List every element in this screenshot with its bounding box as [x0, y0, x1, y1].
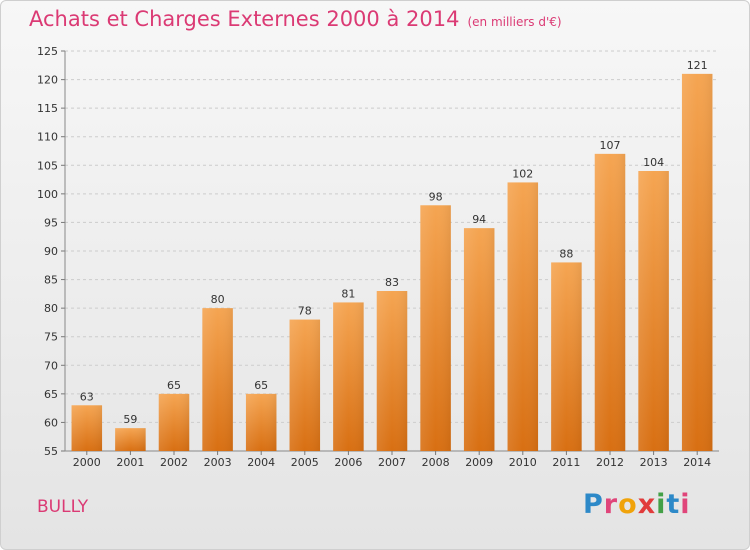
- x-tick-label-2007: 2007: [378, 456, 406, 469]
- bar-2013[interactable]: [638, 171, 669, 451]
- bar-2001[interactable]: [115, 428, 146, 451]
- chart-subtitle: (en milliers d'€): [467, 15, 562, 29]
- bar-2011[interactable]: [551, 262, 582, 451]
- x-tick-label-2008: 2008: [422, 456, 450, 469]
- bar-2009[interactable]: [463, 228, 495, 451]
- x-tick-label-2013: 2013: [640, 456, 668, 469]
- title-row: Achats et Charges Externes 2000 à 2014 (e…: [29, 7, 562, 31]
- bar-2000[interactable]: [71, 405, 103, 451]
- data-label-2000: 63: [80, 390, 94, 403]
- data-label-2006: 81: [341, 287, 355, 300]
- data-label-2001: 59: [123, 413, 137, 426]
- bar-2006[interactable]: [333, 302, 364, 451]
- commune-name: BULLY: [37, 497, 89, 517]
- x-tick-label-2011: 2011: [552, 456, 580, 469]
- y-tick-label: 70: [44, 359, 58, 372]
- data-label-2005: 78: [298, 305, 312, 318]
- data-label-2013: 104: [643, 156, 664, 169]
- y-tick-label: 100: [37, 188, 58, 201]
- y-tick-label: 95: [44, 216, 58, 229]
- bar-layer: [71, 73, 713, 451]
- y-tick-label: 75: [44, 331, 58, 344]
- data-label-2012: 107: [600, 139, 621, 152]
- y-tick-label: 115: [37, 102, 58, 115]
- data-label-2008: 98: [429, 190, 443, 203]
- x-tick-label-2005: 2005: [291, 456, 319, 469]
- x-tick-label-2001: 2001: [116, 456, 144, 469]
- x-tick-label-2002: 2002: [160, 456, 188, 469]
- bar-2003[interactable]: [202, 308, 233, 451]
- data-label-2003: 80: [211, 293, 225, 306]
- y-tick-label: 65: [44, 388, 58, 401]
- data-label-2011: 88: [559, 247, 573, 260]
- data-label-2002: 65: [167, 379, 181, 392]
- label-layer: 63 59 65 80 65 78 81 83 98 94 102 88 107 104 121: [80, 59, 708, 426]
- y-tick-label: 105: [37, 159, 58, 172]
- data-label-2010: 102: [512, 167, 533, 180]
- y-tick-label: 80: [44, 302, 58, 315]
- bar-2005[interactable]: [289, 319, 321, 451]
- x-tick-label-2003: 2003: [204, 456, 232, 469]
- data-label-2009: 94: [472, 213, 486, 226]
- proxiti-logo[interactable]: Proxiti: [583, 489, 691, 520]
- data-label-2014: 121: [687, 59, 708, 72]
- y-tick-label: 90: [44, 245, 58, 258]
- bar-2007[interactable]: [376, 291, 408, 451]
- bar-2014[interactable]: [681, 73, 713, 451]
- x-tick-label-2006: 2006: [334, 456, 362, 469]
- bar-2010[interactable]: [507, 182, 539, 451]
- bar-2008[interactable]: [420, 205, 451, 451]
- chart-title: Achats et Charges Externes 2000 à 2014: [29, 7, 460, 31]
- y-tick-label: 55: [44, 445, 58, 458]
- bar-2004[interactable]: [245, 393, 277, 451]
- y-tick-label: 110: [37, 131, 58, 144]
- data-label-2007: 83: [385, 276, 399, 289]
- y-tick-label: 120: [37, 74, 58, 87]
- y-tick-label: 60: [44, 416, 58, 429]
- x-tick-label-2009: 2009: [465, 456, 493, 469]
- data-label-2004: 65: [254, 379, 268, 392]
- y-tick-label: 85: [44, 274, 58, 287]
- bar-2002[interactable]: [158, 393, 190, 451]
- x-tick-label-2000: 2000: [73, 456, 101, 469]
- x-tick-label-2014: 2014: [683, 456, 711, 469]
- x-tick-label-2012: 2012: [596, 456, 624, 469]
- bar-2012[interactable]: [594, 153, 626, 451]
- y-tick-label: 125: [37, 45, 58, 58]
- x-tick-label-2010: 2010: [509, 456, 537, 469]
- x-tick-label-2004: 2004: [247, 456, 275, 469]
